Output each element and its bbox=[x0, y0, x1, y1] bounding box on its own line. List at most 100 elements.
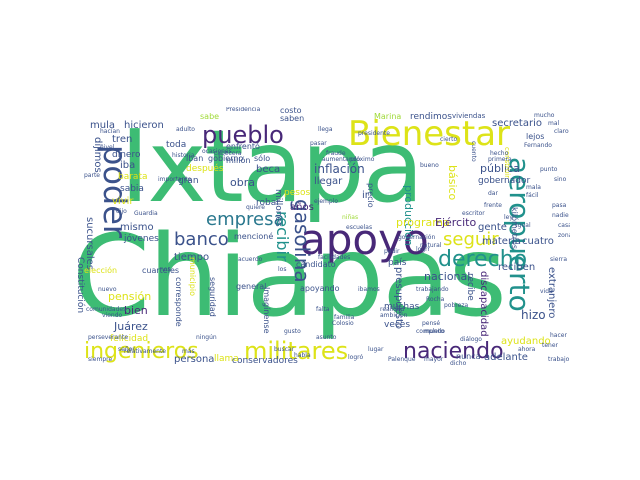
word-buscar: buscar bbox=[274, 346, 295, 353]
word-sucursales: sucursales bbox=[84, 217, 95, 270]
word-gobierno: gobierno bbox=[208, 154, 244, 163]
word-gente: gente bbox=[478, 222, 507, 233]
word-bueno: bueno bbox=[420, 162, 439, 169]
word-hecho: hecho bbox=[490, 150, 509, 157]
word-corresponde: corresponde bbox=[174, 277, 183, 327]
word-pasa: pasa bbox=[552, 202, 567, 209]
word-presidente: presidente bbox=[358, 130, 390, 137]
word-fraude: fraude bbox=[326, 150, 346, 157]
word-colosio: Colosio bbox=[332, 320, 354, 327]
word-completo: completo bbox=[416, 328, 445, 335]
word-millon: millón bbox=[226, 156, 251, 165]
word-pension: pensión bbox=[108, 290, 152, 303]
word-inflacion: inflación bbox=[314, 162, 365, 176]
word-pueblo: pueblo bbox=[202, 121, 284, 149]
word-ibamos: ibamos bbox=[358, 286, 380, 293]
word-siempre: siempre bbox=[88, 356, 113, 363]
word-apoyo: apoyo bbox=[300, 215, 429, 264]
word-nos: nos bbox=[160, 266, 171, 273]
word-historia: historia bbox=[172, 152, 195, 159]
word-veces: veces bbox=[384, 320, 411, 330]
word-trabajo: trabajo bbox=[548, 356, 570, 363]
word-pense: pensé bbox=[422, 320, 441, 327]
word-familia: familia bbox=[334, 314, 355, 321]
word-jovenes: jóvenes bbox=[124, 234, 159, 244]
word-casa: casa bbox=[558, 222, 570, 229]
word-reciben: reciben bbox=[498, 262, 536, 273]
word-millones: millones bbox=[273, 189, 283, 227]
word-dar: dar bbox=[488, 190, 498, 197]
word-hizo: hizo bbox=[521, 308, 546, 322]
word-enfrento: enfrentó bbox=[226, 142, 260, 151]
word-mala: mala bbox=[526, 184, 541, 191]
word-juarez: Juárez bbox=[114, 320, 148, 333]
word-general: general bbox=[236, 282, 267, 291]
word-viendo: viendo bbox=[102, 312, 123, 319]
word-anos: años bbox=[290, 202, 314, 213]
word-cierto: cierto bbox=[440, 136, 458, 143]
word-ley: ley bbox=[504, 214, 513, 221]
word-candidato: candidato bbox=[296, 260, 336, 269]
word-nacional: nacional bbox=[424, 270, 471, 283]
word-habla: habla bbox=[294, 352, 311, 359]
word-cuarteles: cuarteles bbox=[142, 266, 180, 275]
word-mismo: mismo bbox=[120, 222, 154, 233]
word-dicho: dicho bbox=[450, 360, 467, 367]
word-senor: señor bbox=[118, 346, 135, 353]
word-militares: militares bbox=[244, 337, 349, 365]
word-eleccion: elección bbox=[84, 266, 118, 275]
word-ir: ir bbox=[362, 190, 369, 201]
word-discapacidad: discapacidad bbox=[478, 271, 489, 337]
word-llegar: llegar bbox=[314, 176, 343, 187]
word-recibe: recibe bbox=[465, 273, 475, 301]
word-secretario: secretario bbox=[492, 118, 542, 129]
word-igual: igual bbox=[516, 222, 531, 229]
word-aumentando: aumentando bbox=[322, 156, 361, 163]
word-mal: mal bbox=[548, 120, 560, 127]
word-pasar: pasar bbox=[310, 140, 327, 147]
word-acuerdo: acuerdo bbox=[238, 256, 263, 263]
word-punto: punto bbox=[540, 166, 558, 173]
word-despues: después bbox=[186, 164, 224, 174]
word-asunto: asunto bbox=[316, 334, 337, 341]
word-escritor: escritor bbox=[462, 210, 485, 217]
word-cabecera: cabecera bbox=[214, 150, 242, 157]
word-materia: materia bbox=[482, 236, 521, 247]
word-vivir: vivir bbox=[112, 196, 134, 207]
word-relativamente: relativamente bbox=[124, 348, 166, 355]
word-natural: natural bbox=[420, 242, 442, 249]
word-ejercito: Ejército bbox=[435, 216, 477, 229]
word-quiere: quiere bbox=[246, 204, 265, 211]
word-frente: frente bbox=[484, 202, 502, 209]
word-ambicion: ambición bbox=[380, 312, 408, 319]
word-hicieron: hicieron bbox=[124, 120, 164, 131]
word-muchas: muchas bbox=[384, 302, 420, 312]
word-importante: importante bbox=[158, 176, 192, 183]
word-dijimos: dijimos bbox=[92, 137, 103, 173]
word-nunca: nunca bbox=[456, 352, 481, 361]
word-pobreza: pobreza bbox=[444, 302, 469, 309]
word-gusto: gusto bbox=[284, 328, 301, 335]
word-sino: sino bbox=[554, 176, 567, 183]
word-basico: básico bbox=[446, 165, 459, 201]
word-empresa: empresa bbox=[206, 209, 285, 230]
word-barata: barata bbox=[118, 172, 148, 182]
word-bienestar: Bienestar bbox=[348, 114, 511, 154]
word-dialogo: diálogo bbox=[460, 336, 482, 343]
word-persona: persona bbox=[174, 354, 215, 365]
word-gobernador: gobernador bbox=[478, 176, 531, 186]
word-mula: mula bbox=[90, 120, 115, 131]
word-mucho: mucho bbox=[534, 112, 555, 119]
word-ayudando: ayudando bbox=[501, 336, 551, 347]
word-obra: obra bbox=[230, 176, 255, 189]
word-fernando: Fernando bbox=[524, 142, 552, 149]
word-proximo: próximo bbox=[350, 156, 375, 163]
word-saben: saben bbox=[280, 114, 305, 123]
word-rendimos: rendimos bbox=[410, 112, 452, 122]
word-seguir: seguir bbox=[443, 229, 499, 250]
word-derecho: derecho bbox=[438, 247, 528, 272]
word-publica: pública bbox=[480, 162, 520, 175]
word-tiempo: tiempo bbox=[174, 252, 210, 263]
word-sierra: sierra bbox=[550, 256, 567, 263]
word-municipio: municipio bbox=[188, 257, 197, 296]
